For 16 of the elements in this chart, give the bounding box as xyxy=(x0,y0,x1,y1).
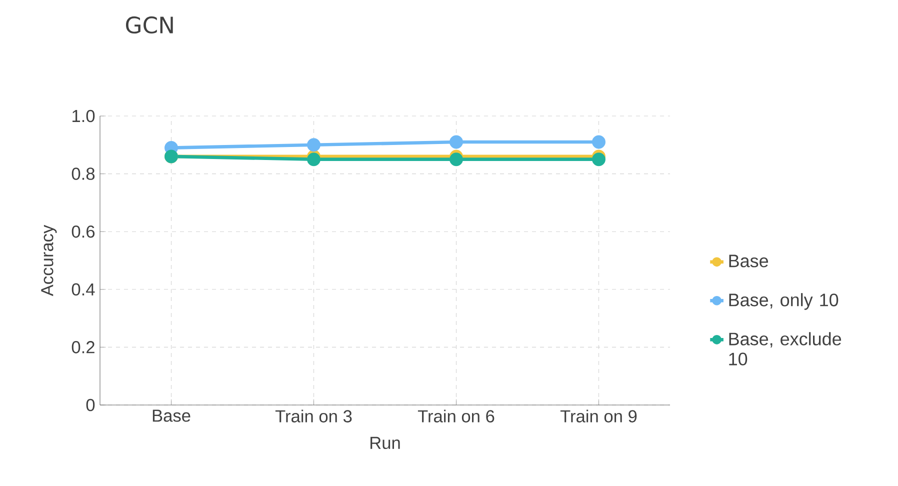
y-tick-label: 0.2 xyxy=(72,341,94,354)
x-tick-label: Train on 6 xyxy=(418,410,494,422)
legend-label: Base, exclude 10 xyxy=(729,332,842,366)
y-tick-label: 0.6 xyxy=(72,225,95,238)
chart-title: GCN xyxy=(126,16,173,34)
legend-label: Base xyxy=(729,254,768,268)
x-tick-label: Base xyxy=(152,410,190,422)
y-tick-label: 0.4 xyxy=(72,283,95,296)
y-tick-label: 0.8 xyxy=(72,168,95,180)
legend-label: Base, only 10 xyxy=(729,293,838,310)
y-tick-label: 1.0 xyxy=(72,110,95,122)
y-axis-title: Accuracy xyxy=(41,224,57,296)
x-tick-label: Train on 9 xyxy=(560,410,637,422)
x-tick-label: Train on 3 xyxy=(275,410,352,422)
y-tick-label: 0 xyxy=(86,398,95,412)
x-axis-title: Run xyxy=(370,436,400,450)
